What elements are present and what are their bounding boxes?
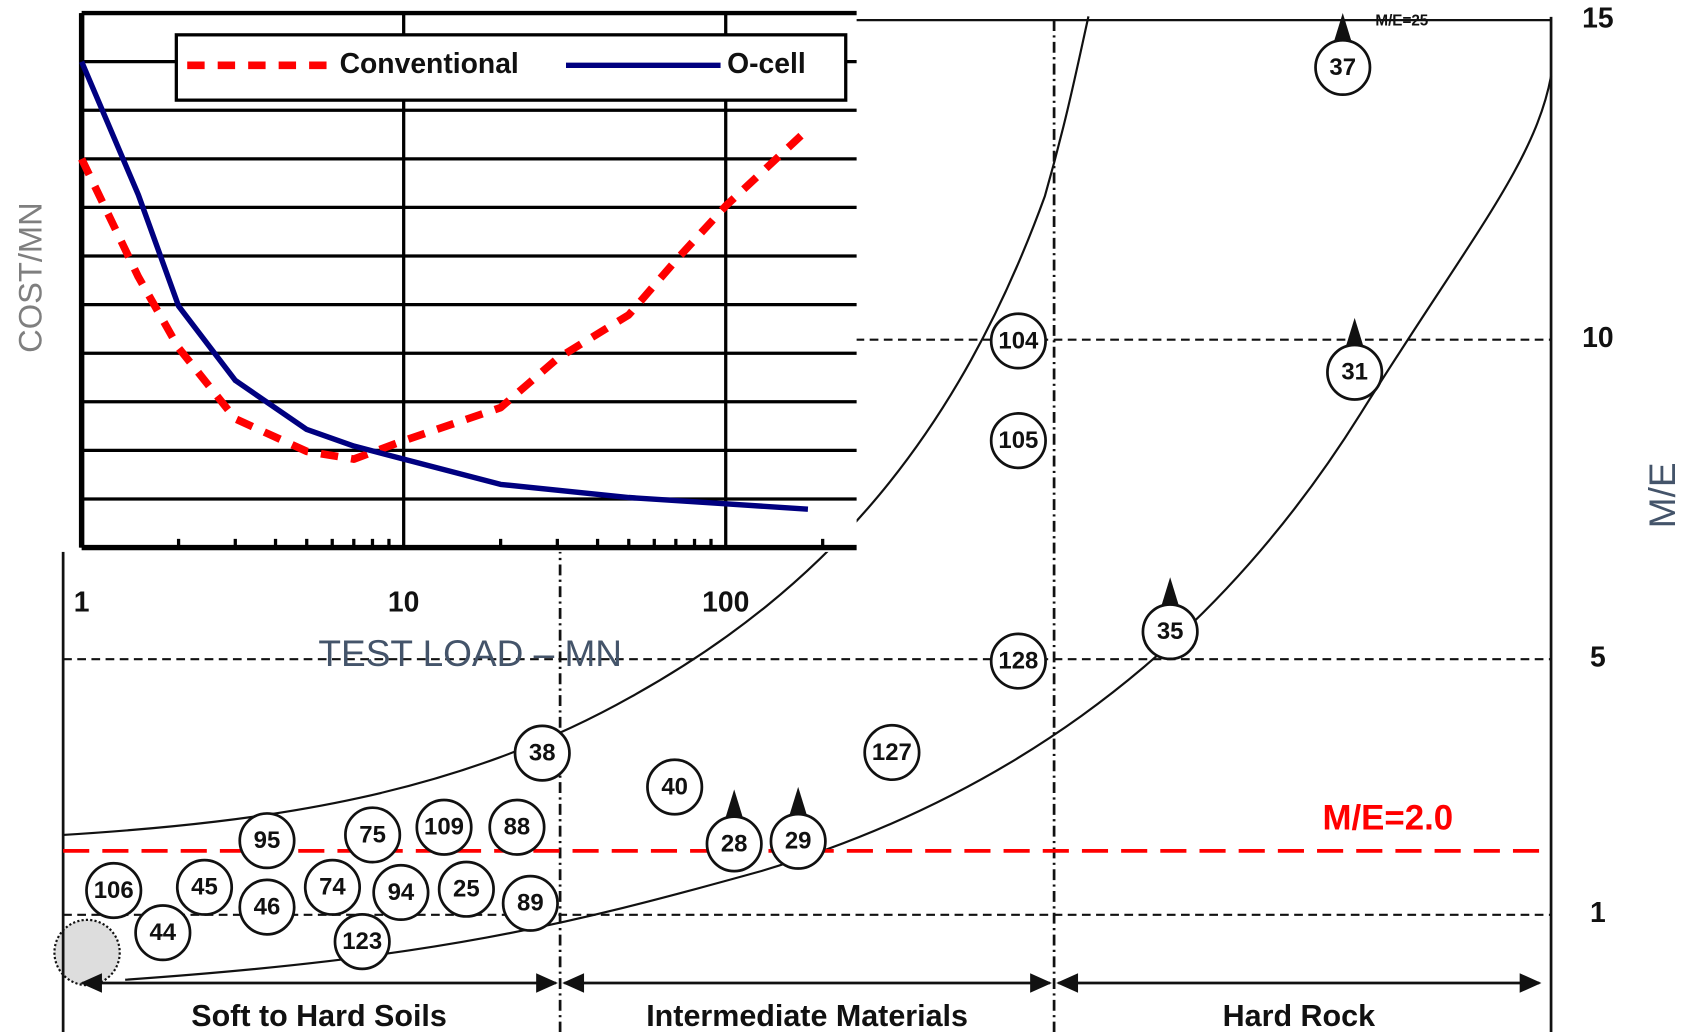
region-label: Soft to Hard Soils [191,999,447,1032]
up-arrow [1161,577,1178,605]
point-label: 44 [150,919,177,946]
point-label: 38 [529,740,556,767]
reference-label: M/E=2.0 [1322,799,1453,838]
point-label: 94 [388,879,415,906]
x-tick-label: 1 [74,586,90,618]
point-label: 46 [254,894,281,921]
x-tick-label: 10 [388,586,419,618]
region-label: Intermediate Materials [646,999,968,1032]
point-label: 95 [254,827,281,854]
point-label: 35 [1157,618,1184,645]
y-axis-label: M/E [1641,462,1683,528]
y-tick-label: 5 [1590,641,1606,673]
point-label: 123 [342,928,382,955]
point-label: 37 [1329,54,1356,81]
point-label: 75 [359,821,386,848]
point-label: 105 [998,427,1038,454]
y-axis-label: COST/MN [11,202,48,353]
up-arrow [725,789,742,817]
up-arrow [1334,13,1351,41]
point-label: 89 [517,890,544,917]
point-label: 106 [94,877,134,904]
point-label: 29 [785,828,812,855]
point-label: 74 [319,874,346,901]
point-label: 128 [998,648,1038,675]
point-label: 31 [1341,359,1368,386]
point-label: 109 [424,814,464,841]
x-tick-label: 100 [702,586,749,618]
legend-label: Conventional [340,47,519,79]
y-tick-label: 15 [1582,2,1613,34]
x-axis-label: TEST LOAD – MN [318,632,622,674]
page: {"chart_data": [ {"type": "scatter", "y_… [0,0,1698,1032]
y-tick-label: 10 [1582,321,1613,353]
point-label: 104 [998,327,1039,354]
up-arrow [789,787,806,815]
legend-label: O-cell [727,47,806,79]
point-label: 28 [721,830,748,857]
point-label: 40 [661,773,688,800]
annotation: M/E=25 [1375,13,1428,30]
y-tick-label: 1 [1590,896,1606,928]
chart: 151015M/ESoft to Hard SoilsIntermediate … [0,0,1698,1032]
region-label: Hard Rock [1223,999,1375,1032]
point-label: 25 [453,876,480,903]
up-arrow [1346,318,1363,346]
point-label: 88 [504,814,531,841]
point-label: 127 [872,739,912,766]
point-label: 45 [191,874,218,901]
